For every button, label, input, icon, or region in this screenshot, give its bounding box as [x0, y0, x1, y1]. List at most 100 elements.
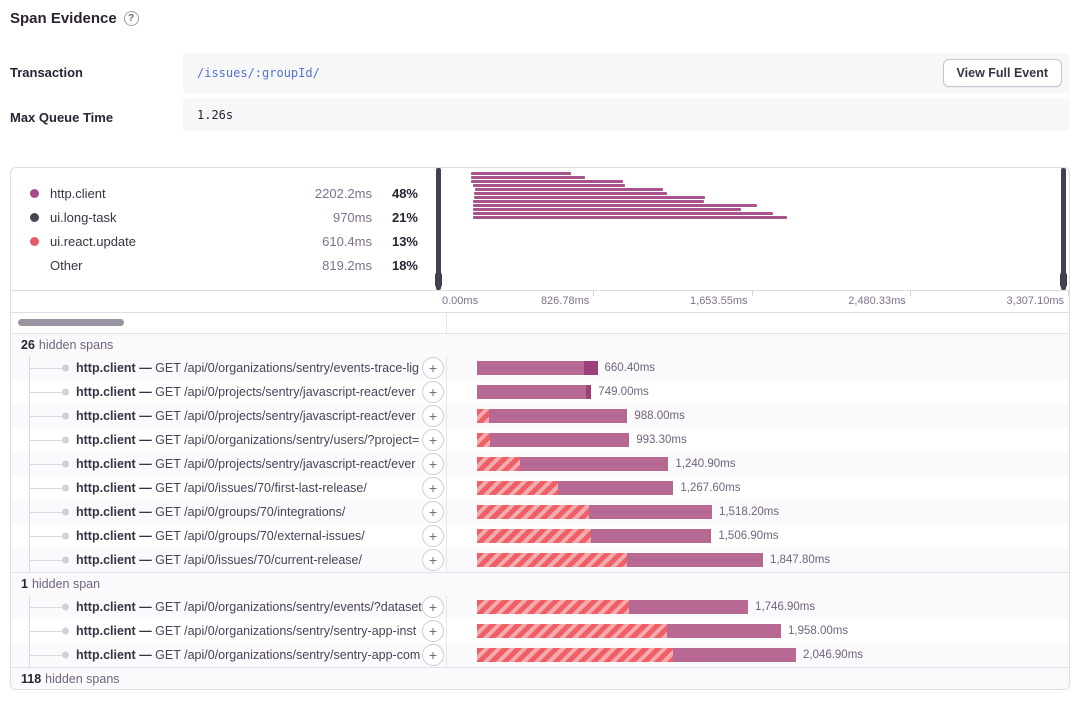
tree-connector-dot	[62, 364, 69, 372]
span-duration-cell: 2,046.90ms	[447, 643, 1069, 667]
minimap-span-bar	[472, 216, 787, 219]
span-duration-label: 660.40ms	[604, 362, 656, 374]
span-row[interactable]: http.client — GET /api/0/organizations/s…	[11, 619, 1069, 643]
span-title: http.client — GET /api/0/organizations/s…	[76, 648, 446, 662]
legend-dot-ui-react-update	[30, 236, 39, 246]
expand-span-button[interactable]: +	[422, 477, 444, 499]
span-row[interactable]: http.client — GET /api/0/organizations/s…	[11, 428, 1069, 452]
span-description-cell: http.client — GET /api/0/groups/70/integ…	[11, 500, 447, 524]
span-duration-label: 988.00ms	[634, 410, 685, 422]
minimap-left-handle[interactable]	[435, 168, 442, 290]
axis-tick-label: 1,653.55ms	[690, 295, 748, 307]
span-row[interactable]: http.client — GET /api/0/organizations/s…	[11, 595, 1069, 619]
span-duration-label: 1,506.90ms	[718, 530, 779, 542]
span-row[interactable]: http.client — GET /api/0/projects/sentry…	[11, 404, 1069, 428]
span-description: GET /api/0/organizations/sentry/events-t…	[155, 361, 419, 375]
expand-span-button[interactable]: +	[422, 596, 444, 618]
span-row[interactable]: http.client — GET /api/0/groups/70/integ…	[11, 500, 1069, 524]
span-row[interactable]: http.client — GET /api/0/organizations/s…	[11, 643, 1069, 667]
expand-span-button[interactable]: +	[422, 501, 444, 523]
op-breakdown-legend: http.client 2202.2ms 48% ui.long-task 97…	[11, 168, 436, 290]
expand-span-button[interactable]: +	[422, 405, 444, 427]
span-bar	[489, 433, 630, 447]
expand-span-button[interactable]: +	[422, 549, 444, 571]
legend-value: 610.4ms	[322, 233, 372, 249]
minimap-span-bar	[472, 184, 625, 187]
legend-value: 2202.2ms	[314, 185, 372, 201]
legend-pct: 18%	[391, 257, 418, 273]
time-axis: 0.00ms 826.78ms 1,653.55ms 2,480.33ms 3,307.…	[11, 291, 1069, 313]
expand-span-button[interactable]: +	[422, 644, 444, 666]
hidden-spans-count: 26	[21, 338, 35, 352]
hidden-spans-count: 118	[21, 672, 42, 686]
minimap-span-bar	[471, 172, 571, 175]
page-title: Span Evidence	[10, 10, 117, 27]
hidden-spans-row[interactable]: 1 hidden span	[11, 572, 1069, 595]
span-bar	[476, 361, 585, 375]
minimap-span-bar	[474, 188, 664, 191]
tree-connector-dot	[62, 436, 69, 444]
axis-tick-label: 0.00ms	[442, 295, 479, 307]
span-bar-queue-segment	[476, 409, 489, 423]
axis-tick-label: 826.78ms	[540, 295, 590, 307]
span-duration-label: 1,518.20ms	[718, 506, 780, 518]
minimap[interactable]	[435, 168, 1069, 290]
span-description: GET /api/0/organizations/sentry/sentry-a…	[155, 624, 417, 638]
span-row[interactable]: http.client — GET /api/0/groups/70/exter…	[11, 524, 1069, 548]
expand-span-button[interactable]: +	[422, 453, 444, 475]
minimap-span-bar	[473, 192, 668, 195]
tree-connector-horizontal	[29, 512, 62, 513]
tree-connector-dot	[62, 388, 69, 396]
hidden-spans-row[interactable]: 118 hidden spans	[11, 667, 1069, 689]
span-duration-cell: 993.30ms	[447, 428, 1069, 452]
horizontal-scrollbar[interactable]	[18, 319, 124, 326]
minimap-right-handle[interactable]	[1060, 168, 1067, 290]
span-description-cell: http.client — GET /api/0/issues/70/curre…	[11, 548, 447, 572]
span-description-cell: http.client — GET /api/0/projects/sentry…	[11, 380, 447, 404]
transaction-label: Transaction	[10, 65, 83, 80]
span-duration-cell: 1,267.60ms	[447, 476, 1069, 500]
span-op: http.client —	[76, 648, 156, 662]
span-bar-queue-segment	[476, 457, 520, 471]
span-bar-queue-segment	[476, 529, 592, 543]
span-row[interactable]: http.client — GET /api/0/organizations/s…	[11, 356, 1069, 380]
view-full-event-button[interactable]: View Full Event	[942, 59, 1062, 87]
tree-connector-dot	[62, 651, 69, 659]
span-bar	[557, 481, 674, 495]
hidden-spans-count: 1	[21, 577, 28, 591]
span-bar-queue-segment	[476, 553, 628, 567]
expand-span-button[interactable]: +	[422, 620, 444, 642]
span-op: http.client —	[76, 553, 156, 567]
span-row[interactable]: http.client — GET /api/0/projects/sentry…	[11, 380, 1069, 404]
span-duration-label: 993.30ms	[636, 434, 687, 446]
span-description: GET /api/0/organizations/sentry/events/?…	[155, 600, 422, 614]
expand-span-button[interactable]: +	[422, 381, 444, 403]
span-description-cell: http.client — GET /api/0/organizations/s…	[11, 356, 447, 380]
span-row[interactable]: http.client — GET /api/0/issues/70/curre…	[11, 548, 1069, 572]
span-op: http.client —	[76, 433, 156, 447]
tree-connector-dot	[62, 484, 69, 492]
span-row[interactable]: http.client — GET /api/0/issues/70/first…	[11, 476, 1069, 500]
max-queue-time-row: Max Queue Time 1.26s	[10, 98, 1070, 131]
help-icon[interactable]: ?	[123, 11, 139, 26]
transaction-value[interactable]: /issues/:groupId/	[197, 66, 320, 80]
tree-connector-dot	[62, 460, 69, 468]
span-description: GET /api/0/issues/70/current-release/	[155, 553, 362, 567]
span-op: http.client —	[76, 385, 156, 399]
span-bar-queue-segment	[476, 481, 558, 495]
expand-span-button[interactable]: +	[422, 357, 444, 379]
time-axis-track: 0.00ms 826.78ms 1,653.55ms 2,480.33ms 3,307.…	[436, 291, 1069, 312]
axis-tick-label: 3,307.10ms	[1006, 295, 1064, 307]
span-duration-label: 2,046.90ms	[802, 649, 864, 661]
span-op: http.client —	[76, 600, 156, 614]
hidden-spans-row[interactable]: 26 hidden spans	[11, 333, 1069, 356]
expand-span-button[interactable]: +	[422, 525, 444, 547]
span-op: http.client —	[76, 481, 156, 495]
scrollbar-gutter	[11, 313, 447, 333]
span-description-cell: http.client — GET /api/0/organizations/s…	[11, 428, 447, 452]
span-bar	[476, 385, 586, 399]
span-duration-cell: 660.40ms	[447, 356, 1069, 380]
span-row[interactable]: http.client — GET /api/0/projects/sentry…	[11, 452, 1069, 476]
expand-span-button[interactable]: +	[422, 429, 444, 451]
span-description-cell: http.client — GET /api/0/organizations/s…	[11, 595, 447, 619]
